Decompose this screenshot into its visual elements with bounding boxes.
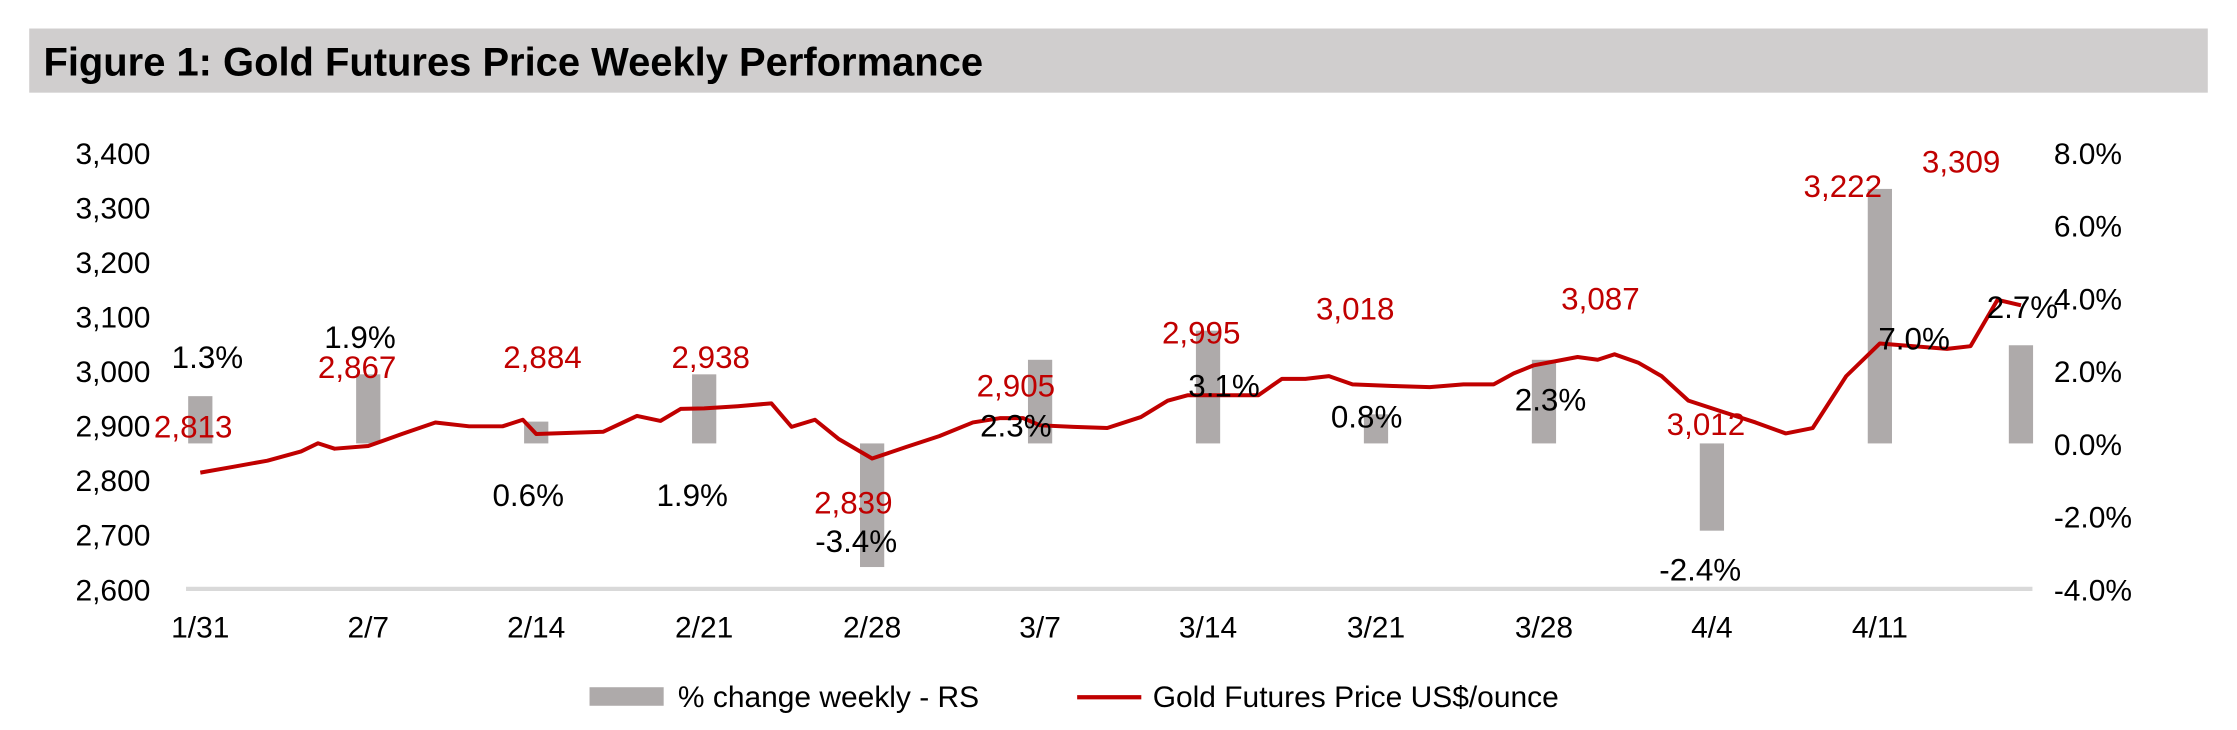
left-axis-tick: 3,200 bbox=[75, 247, 150, 280]
price-data-label: 3,087 bbox=[1561, 281, 1639, 316]
price-data-label: 2,938 bbox=[671, 340, 749, 375]
legend-line-label: Gold Futures Price US$/ounce bbox=[1153, 681, 1559, 714]
x-axis-tick: 4/11 bbox=[1852, 611, 1908, 644]
price-data-label: 3,018 bbox=[1316, 291, 1394, 326]
price-data-label: 3,012 bbox=[1667, 407, 1745, 442]
weekly-change-bar bbox=[188, 396, 213, 444]
x-axis-tick: 3/7 bbox=[1019, 611, 1061, 644]
right-axis-tick: 4.0% bbox=[2054, 283, 2122, 316]
price-data-label: 2,867 bbox=[318, 350, 396, 385]
weekly-change-bar bbox=[1363, 414, 1389, 444]
change-data-label: 0.8% bbox=[1331, 400, 1402, 435]
title-bar bbox=[29, 28, 2208, 93]
legend-bar-label: % change weekly - RS bbox=[678, 681, 979, 714]
change-data-label: -3.4% bbox=[815, 524, 897, 559]
x-axis-tick: 4/4 bbox=[1691, 611, 1733, 644]
legend-bar-swatch bbox=[589, 687, 664, 706]
x-axis-tick: 2/7 bbox=[347, 611, 389, 644]
right-axis-tick: 8.0% bbox=[2054, 138, 2122, 171]
right-axis-tick: -4.0% bbox=[2054, 574, 2132, 607]
price-data-label: 2,839 bbox=[814, 485, 892, 520]
weekly-change-bar bbox=[356, 374, 381, 444]
x-axis-tick: 2/28 bbox=[843, 611, 901, 644]
price-data-label: 2,884 bbox=[503, 340, 581, 375]
left-axis-tick: 2,800 bbox=[75, 465, 150, 498]
x-axis-tick: 2/21 bbox=[675, 611, 733, 644]
change-data-label: 3.1% bbox=[1188, 368, 1259, 403]
weekly-change-bar bbox=[1699, 443, 1725, 531]
left-axis-tick: 2,900 bbox=[75, 411, 150, 444]
price-line bbox=[199, 297, 2022, 475]
price-data-label: 2,905 bbox=[977, 368, 1055, 403]
weekly-change-bar bbox=[1195, 330, 1221, 444]
price-data-label: 2,995 bbox=[1162, 316, 1240, 351]
x-axis-tick: 3/28 bbox=[1515, 611, 1573, 644]
change-data-label: 1.9% bbox=[324, 320, 395, 355]
change-data-label: 2.3% bbox=[1515, 383, 1586, 418]
weekly-change-bar bbox=[1027, 359, 1053, 444]
change-data-label: 1.9% bbox=[656, 478, 727, 513]
change-data-label: 0.6% bbox=[492, 478, 563, 513]
weekly-change-bar bbox=[860, 443, 885, 568]
weekly-change-bar bbox=[1867, 188, 1892, 444]
x-axis-tick: 2/14 bbox=[507, 611, 565, 644]
right-axis-tick: 2.0% bbox=[2054, 356, 2122, 389]
left-axis-tick: 2,600 bbox=[75, 574, 150, 607]
left-axis-tick: 2,700 bbox=[75, 520, 150, 553]
change-data-label: 7.0% bbox=[1878, 321, 1949, 356]
legend: % change weekly - RS Gold Futures Price … bbox=[589, 681, 1559, 714]
x-axis-tick: 3/21 bbox=[1347, 611, 1405, 644]
x-axis-tick: 3/14 bbox=[1179, 611, 1237, 644]
x-axis-tick: 1/31 bbox=[171, 611, 229, 644]
change-data-label: 2.3% bbox=[980, 408, 1051, 443]
change-data-label: 2.7% bbox=[1987, 290, 2058, 325]
left-axis-tick: 3,100 bbox=[75, 302, 150, 335]
right-axis-tick: 0.0% bbox=[2054, 429, 2122, 462]
change-data-label: -2.4% bbox=[1659, 552, 1741, 587]
price-data-label: 2,813 bbox=[154, 410, 232, 445]
left-axis-tick: 3,000 bbox=[75, 356, 150, 389]
right-axis-tick: 6.0% bbox=[2054, 211, 2122, 244]
left-axis-tick: 3,300 bbox=[75, 193, 150, 226]
weekly-change-bar bbox=[1531, 359, 1557, 444]
change-data-label: 1.3% bbox=[172, 340, 243, 375]
chart-title: Figure 1: Gold Futures Price Weekly Perf… bbox=[43, 41, 983, 85]
price-data-label: 3,309 bbox=[1922, 145, 2000, 180]
left-axis-tick: 3,400 bbox=[75, 138, 150, 171]
weekly-change-bar bbox=[2008, 345, 2034, 444]
price-data-label: 3,222 bbox=[1804, 169, 1882, 204]
right-axis-tick: -2.0% bbox=[2054, 502, 2132, 535]
